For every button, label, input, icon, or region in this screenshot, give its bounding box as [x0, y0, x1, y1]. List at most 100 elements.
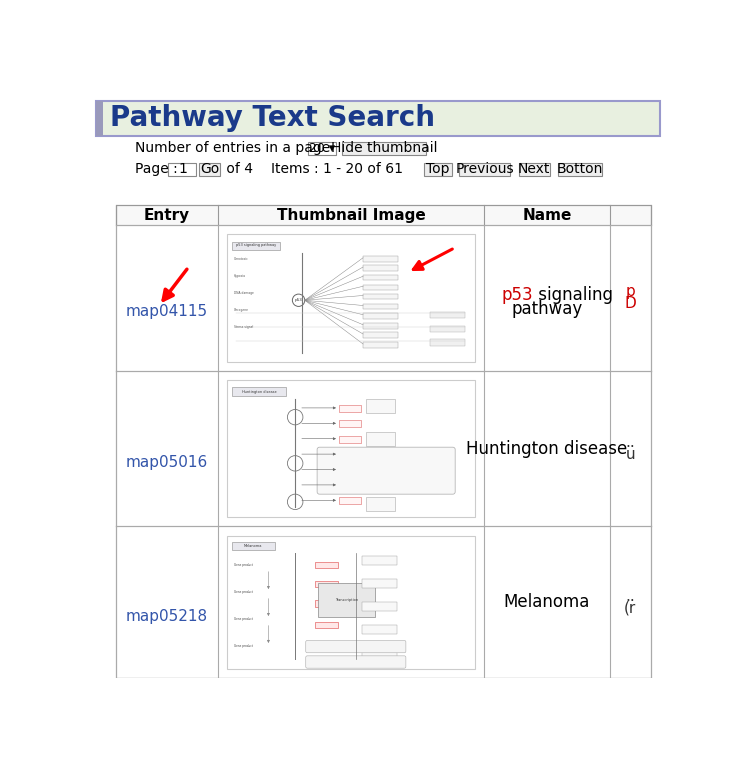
Text: Stress signal: Stress signal	[234, 325, 253, 329]
Text: Name: Name	[522, 207, 572, 223]
Bar	[363, 313, 398, 319]
FancyBboxPatch shape	[519, 163, 550, 176]
Bar	[363, 294, 398, 299]
Text: Next: Next	[518, 162, 551, 176]
Text: Pathway Text Search: Pathway Text Search	[110, 104, 434, 133]
FancyBboxPatch shape	[308, 142, 336, 155]
Text: Gene product: Gene product	[234, 644, 252, 648]
Circle shape	[287, 494, 303, 510]
Text: p53: p53	[295, 298, 303, 303]
Text: Huntington disease: Huntington disease	[466, 440, 628, 458]
Text: Top: Top	[426, 162, 450, 176]
Text: Previous: Previous	[455, 162, 514, 176]
Bar	[430, 312, 465, 318]
Text: 1: 1	[178, 162, 186, 176]
FancyBboxPatch shape	[317, 447, 455, 494]
Bar	[314, 600, 338, 607]
Bar	[363, 274, 398, 280]
Text: p53: p53	[502, 287, 533, 305]
Bar	[363, 342, 398, 347]
Bar	[339, 451, 360, 458]
Bar	[115, 206, 650, 225]
Bar	[430, 339, 465, 345]
FancyBboxPatch shape	[558, 163, 602, 176]
Text: Hide thumbnail: Hide thumbnail	[331, 142, 437, 155]
Text: of 4: of 4	[222, 162, 253, 176]
Text: Hypoxia: Hypoxia	[234, 274, 246, 278]
Bar	[232, 242, 280, 250]
Text: Melanoma: Melanoma	[504, 594, 591, 611]
Bar	[430, 325, 465, 331]
Text: map05218: map05218	[126, 609, 208, 623]
Bar	[363, 256, 398, 261]
Bar	[339, 420, 360, 427]
FancyBboxPatch shape	[306, 640, 406, 653]
Text: Go: Go	[200, 162, 219, 176]
Text: Entry: Entry	[144, 207, 190, 223]
FancyBboxPatch shape	[342, 142, 425, 155]
Text: D: D	[625, 296, 636, 312]
Bar	[363, 332, 398, 338]
Bar	[227, 536, 474, 669]
Bar	[115, 206, 650, 678]
Text: Transcription: Transcription	[335, 597, 358, 602]
Bar	[314, 622, 338, 628]
Bar	[362, 579, 397, 588]
Text: map05016: map05016	[126, 455, 208, 470]
FancyBboxPatch shape	[459, 163, 510, 176]
Text: Oncogene: Oncogene	[234, 308, 249, 312]
Bar	[363, 304, 398, 309]
Bar	[366, 432, 395, 446]
Bar	[96, 101, 660, 136]
Text: (r: (r	[625, 601, 636, 616]
Text: Huntington disease: Huntington disease	[242, 389, 277, 394]
Bar	[363, 265, 398, 271]
Bar	[362, 555, 397, 565]
Bar	[366, 464, 395, 478]
FancyBboxPatch shape	[306, 656, 406, 668]
Bar	[339, 405, 360, 411]
Text: Thumbnail Image: Thumbnail Image	[277, 207, 426, 223]
Bar	[363, 323, 398, 328]
FancyBboxPatch shape	[169, 163, 196, 176]
Text: Melanoma: Melanoma	[243, 544, 262, 548]
Text: ..: ..	[625, 435, 635, 450]
Bar	[227, 234, 474, 362]
Bar	[339, 436, 360, 443]
Text: DNA damage: DNA damage	[234, 291, 253, 295]
Bar	[366, 399, 395, 413]
Bar	[96, 101, 104, 136]
Bar	[314, 581, 338, 588]
Text: map04115: map04115	[126, 304, 208, 319]
Bar	[362, 648, 397, 658]
Text: Gene product: Gene product	[234, 563, 252, 567]
Text: p: p	[625, 284, 635, 299]
Bar	[314, 641, 338, 648]
FancyBboxPatch shape	[424, 163, 452, 176]
FancyBboxPatch shape	[318, 583, 375, 616]
Bar	[232, 542, 275, 550]
Text: Gene product: Gene product	[234, 617, 252, 621]
Circle shape	[287, 456, 303, 471]
Circle shape	[292, 294, 305, 306]
FancyBboxPatch shape	[200, 163, 220, 176]
Circle shape	[287, 409, 303, 425]
Bar	[232, 387, 286, 396]
Text: Page :: Page :	[135, 162, 182, 176]
Bar	[362, 602, 397, 611]
Text: signaling: signaling	[533, 287, 613, 305]
Bar	[227, 380, 474, 517]
Text: Genotoxic: Genotoxic	[234, 258, 249, 261]
Text: p53 signaling pathway: p53 signaling pathway	[236, 243, 276, 248]
Bar	[339, 498, 360, 504]
Bar	[314, 562, 338, 568]
Text: Gene product: Gene product	[234, 590, 252, 594]
Text: 20 ▾: 20 ▾	[309, 142, 335, 155]
Bar	[366, 498, 395, 511]
Text: Botton: Botton	[556, 162, 603, 176]
Text: Items : 1 - 20 of 61: Items : 1 - 20 of 61	[271, 162, 403, 176]
Bar	[339, 466, 360, 473]
Text: u: u	[625, 447, 635, 463]
Bar	[362, 625, 397, 634]
Text: Number of entries in a page: Number of entries in a page	[135, 142, 330, 155]
